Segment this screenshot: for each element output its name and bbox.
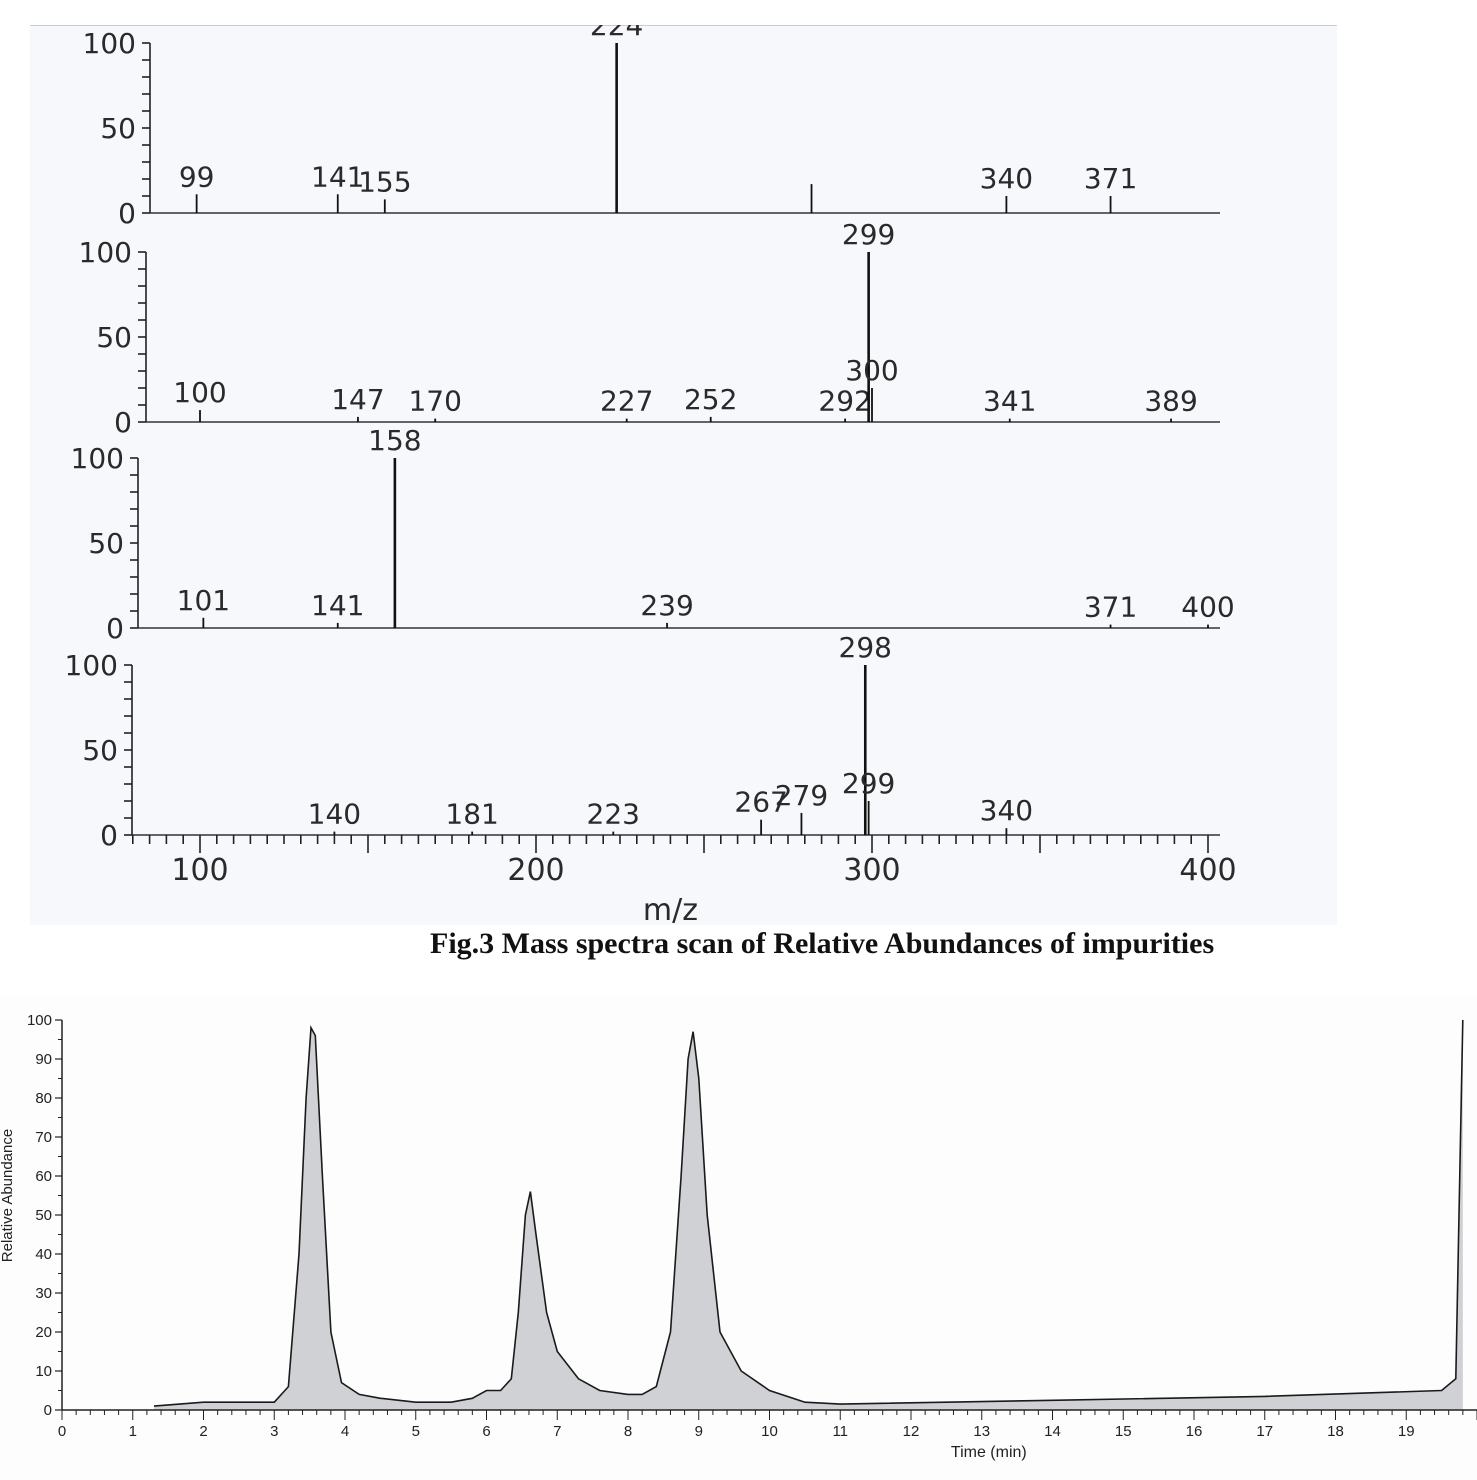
ms-y-tick-label: 100	[79, 236, 132, 269]
chr-x-tick-label: 8	[624, 1423, 632, 1440]
ms-peak-label: 140	[308, 798, 361, 831]
ms-y-tick-label: 100	[71, 442, 124, 475]
mass-spectra-panel: 0 50 100 99 141 155 224 340 371 0 50 100 100 147 170 22…	[30, 25, 1337, 925]
chr-y-tick-label: 0	[44, 1402, 52, 1419]
chr-y-tick-label: 70	[35, 1129, 52, 1146]
ms-peak-label: 341	[983, 385, 1036, 418]
ms-peak-label: 292	[818, 385, 871, 418]
ms-peak-label: 147	[331, 383, 384, 416]
ms-x-axis-label: m/z	[643, 893, 698, 925]
chromatogram-panel: 0 10 20 30 40 50 60 70 80 90 100 0 1 2 3 4 5 6 7 8 9 10 11 12 13…	[0, 995, 1477, 1480]
ms-peak-label: 141	[311, 160, 364, 193]
chr-x-axis-label: Time (min)	[951, 1444, 1027, 1461]
chr-x-tick-label: 17	[1256, 1423, 1273, 1440]
ms-panel-3: 0 50 100 101 141 158 239 371 400	[71, 424, 1235, 645]
chr-y-tick-label: 100	[27, 1012, 52, 1029]
chr-y-tick-label: 60	[35, 1168, 52, 1185]
chr-x-tick-label: 1	[129, 1423, 137, 1440]
chr-x-tick-label: 2	[199, 1423, 207, 1440]
ms-peak-label: 155	[358, 165, 411, 198]
ms-x-tick-label: 400	[1179, 853, 1236, 888]
chr-x-tick-label: 7	[553, 1423, 561, 1440]
ms-peak-label: 299	[842, 767, 895, 800]
ms-y-tick-label: 100	[83, 27, 136, 60]
chr-x-tick-label: 13	[973, 1423, 990, 1440]
ms-peak-label: 158	[368, 424, 421, 457]
ms-x-tick-label: 300	[843, 853, 900, 888]
ms-peak-label: 181	[445, 798, 498, 831]
ms-peak-label: 300	[845, 354, 898, 387]
ms-peak-label: 101	[177, 584, 230, 617]
ms-peak-label: 224	[590, 25, 643, 42]
chr-x-tick-label: 18	[1327, 1423, 1344, 1440]
ms-y-tick-label: 50	[82, 734, 118, 767]
ms-y-tick-label: 100	[65, 649, 118, 682]
ms-peak-label: 279	[775, 779, 828, 812]
ms-peak-label: 299	[842, 218, 895, 251]
ms-y-tick-label: 0	[100, 819, 118, 852]
ms-peak-label: 223	[587, 798, 640, 831]
ms-peak-label: 141	[311, 589, 364, 622]
chr-y-tick-label: 10	[35, 1363, 52, 1380]
ms-peak-label: 252	[684, 383, 737, 416]
ms-y-tick-label: 0	[106, 612, 124, 645]
ms-peak-label: 170	[408, 385, 461, 418]
ms-peak-label: 99	[179, 160, 215, 193]
ms-panel-2: 0 50 100 100 147 170 227 252 292 299 300 341 389	[79, 218, 1220, 439]
ms-peak-label: 227	[600, 385, 653, 418]
chr-x-tick-label: 14	[1044, 1423, 1061, 1440]
chr-y-tick-label: 30	[35, 1285, 52, 1302]
chr-x-tick-label: 5	[412, 1423, 420, 1440]
chr-y-tick-label: 20	[35, 1324, 52, 1341]
ms-y-tick-label: 0	[118, 197, 136, 230]
chr-y-tick-label: 40	[35, 1246, 52, 1263]
ms-y-tick-label: 50	[88, 527, 124, 560]
ms-peak-label: 100	[173, 376, 226, 409]
ms-y-tick-label: 50	[96, 321, 132, 354]
ms-peak-label: 371	[1084, 162, 1137, 195]
chr-x-tick-label: 11	[832, 1423, 848, 1440]
ms-y-tick-label: 50	[100, 112, 136, 145]
chr-x-tick-label: 12	[903, 1423, 920, 1440]
chr-y-tick-label: 80	[35, 1090, 52, 1107]
chr-x-tick-label: 9	[695, 1423, 703, 1440]
ms-peak-label: 371	[1084, 591, 1137, 624]
chromatogram-area	[153, 1020, 1463, 1410]
chr-y-tick-label: 50	[35, 1207, 52, 1224]
ms-peak-label: 340	[980, 162, 1033, 195]
chr-x-tick-label: 15	[1115, 1423, 1132, 1440]
ms-y-tick-label: 0	[114, 406, 132, 439]
ms-peak-label: 389	[1144, 385, 1197, 418]
chr-x-tick-label: 6	[482, 1423, 490, 1440]
chr-x-tick-label: 4	[341, 1423, 349, 1440]
chr-y-tick-label: 90	[35, 1051, 52, 1068]
chr-x-tick-label: 0	[58, 1423, 66, 1440]
figure-caption: Fig.3 Mass spectra scan of Relative Abun…	[430, 927, 1215, 960]
ms-peak-label: 239	[640, 589, 693, 622]
chr-x-tick-label: 3	[270, 1423, 278, 1440]
chr-x-tick-label: 19	[1398, 1423, 1415, 1440]
chr-x-tick-label: 16	[1186, 1423, 1203, 1440]
chr-y-axis-label: Relative Abundance	[0, 1129, 16, 1262]
ms-peak-label: 298	[839, 631, 892, 664]
ms-peak-label: 400	[1181, 591, 1234, 624]
ms-x-tick-label: 200	[507, 853, 564, 888]
ms-peak-label: 267	[734, 786, 787, 819]
ms-peak-label: 340	[980, 794, 1033, 827]
chromatogram-trace	[153, 1019, 1464, 1407]
chr-x-tick-label: 10	[761, 1423, 778, 1440]
ms-x-tick-label: 100	[171, 853, 228, 888]
